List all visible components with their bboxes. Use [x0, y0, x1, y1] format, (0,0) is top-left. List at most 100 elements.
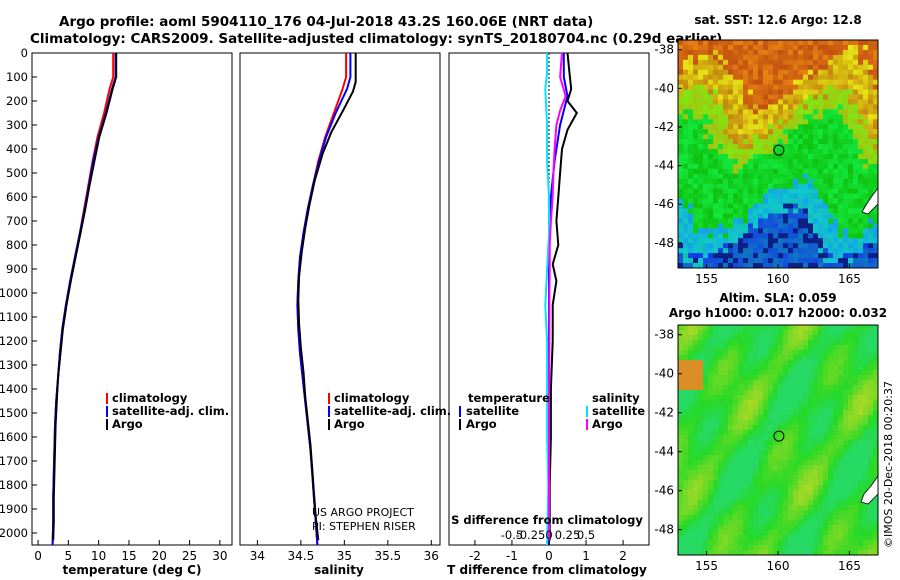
map-cell	[748, 64, 754, 71]
map-cell	[808, 455, 814, 461]
map-cell	[783, 193, 789, 200]
map-cell	[763, 74, 769, 81]
map-cell	[808, 545, 814, 551]
map-cell	[753, 540, 759, 546]
map-cell	[753, 490, 759, 496]
map-cell	[738, 64, 744, 71]
map-cell	[813, 218, 819, 224]
map-cell	[868, 84, 874, 91]
map-cell	[828, 510, 834, 516]
map-cell	[818, 430, 824, 436]
map-cell	[838, 465, 844, 471]
map-cell	[868, 69, 874, 76]
map-cell	[803, 203, 809, 210]
map-cell	[768, 158, 774, 165]
map-cell	[803, 375, 809, 381]
map-cell	[693, 335, 699, 341]
map-cell	[688, 64, 694, 71]
map-cell	[683, 400, 689, 406]
map-cell	[763, 465, 769, 471]
map-cell	[678, 40, 684, 46]
map-cell	[813, 203, 819, 210]
map-cell	[773, 365, 779, 371]
map-cell	[738, 144, 744, 150]
map-cell	[833, 203, 839, 210]
map-cell	[748, 158, 754, 165]
map-cell	[803, 345, 809, 351]
map-cell	[743, 385, 749, 391]
map-cell	[813, 173, 819, 180]
map-cell	[858, 144, 864, 150]
map-cell	[733, 54, 739, 61]
map-cell	[678, 94, 684, 101]
map-cell	[718, 243, 724, 249]
map-cell	[833, 124, 839, 130]
map-cell	[773, 465, 779, 471]
map-cell	[738, 390, 744, 396]
map-cell	[713, 330, 719, 336]
map-cell	[688, 233, 694, 239]
map-cell	[773, 124, 779, 130]
map-cell	[733, 99, 739, 106]
map-cell	[768, 545, 774, 551]
map-cell	[813, 64, 819, 71]
map-cell	[788, 525, 794, 531]
map-cell	[748, 415, 754, 421]
map-cell	[798, 149, 804, 155]
map-cell	[848, 470, 854, 476]
map-cell	[853, 515, 859, 521]
map-cell	[723, 465, 729, 471]
map-cell	[763, 243, 769, 249]
map-cell	[753, 134, 759, 140]
map-cell	[838, 208, 844, 215]
map-cell	[688, 79, 694, 86]
map-cell	[768, 355, 774, 361]
map-cell	[678, 365, 684, 371]
map-cell	[698, 330, 704, 336]
map-cell	[708, 490, 714, 496]
map-cell	[853, 425, 859, 431]
map-cell	[848, 40, 854, 46]
map-cell	[858, 114, 864, 120]
s-tick-label: -0.5	[501, 528, 523, 542]
map-cell	[678, 168, 684, 175]
map-cell	[738, 385, 744, 391]
map-cell	[823, 470, 829, 476]
map-cell	[773, 173, 779, 180]
map-cell	[758, 395, 764, 401]
map-cell	[783, 69, 789, 76]
map-cell	[828, 515, 834, 521]
map-cell	[873, 375, 878, 381]
map-cell	[803, 248, 809, 254]
map-cell	[833, 460, 839, 466]
map-cell	[868, 228, 874, 234]
map-cell	[848, 74, 854, 81]
map-cell	[698, 550, 704, 555]
map-cell	[773, 183, 779, 190]
map-cell	[778, 109, 784, 115]
map-cell	[863, 455, 869, 461]
map-cell	[703, 450, 709, 456]
map-cell	[763, 325, 769, 331]
temperature-panel: 0100200300400500600700800900100011001200…	[0, 46, 233, 577]
map-cell	[833, 365, 839, 371]
map-cell	[718, 485, 724, 491]
map-cell	[748, 335, 754, 341]
map-cell	[768, 154, 774, 160]
map-cell	[788, 460, 794, 466]
map-cell	[713, 525, 719, 531]
map-cell	[773, 530, 779, 536]
map-cell	[828, 253, 834, 259]
map-cell	[708, 119, 714, 125]
x-tick-label: 160	[767, 559, 790, 573]
map-cell	[868, 213, 874, 220]
map-cell	[753, 520, 759, 526]
map-cell	[708, 535, 714, 541]
map-cell	[678, 515, 684, 521]
map-cell	[828, 485, 834, 491]
argo-position-marker	[773, 144, 785, 156]
map-cell	[773, 485, 779, 491]
map-cell	[738, 330, 744, 336]
map-cell	[808, 435, 814, 441]
map-cell	[808, 233, 814, 239]
